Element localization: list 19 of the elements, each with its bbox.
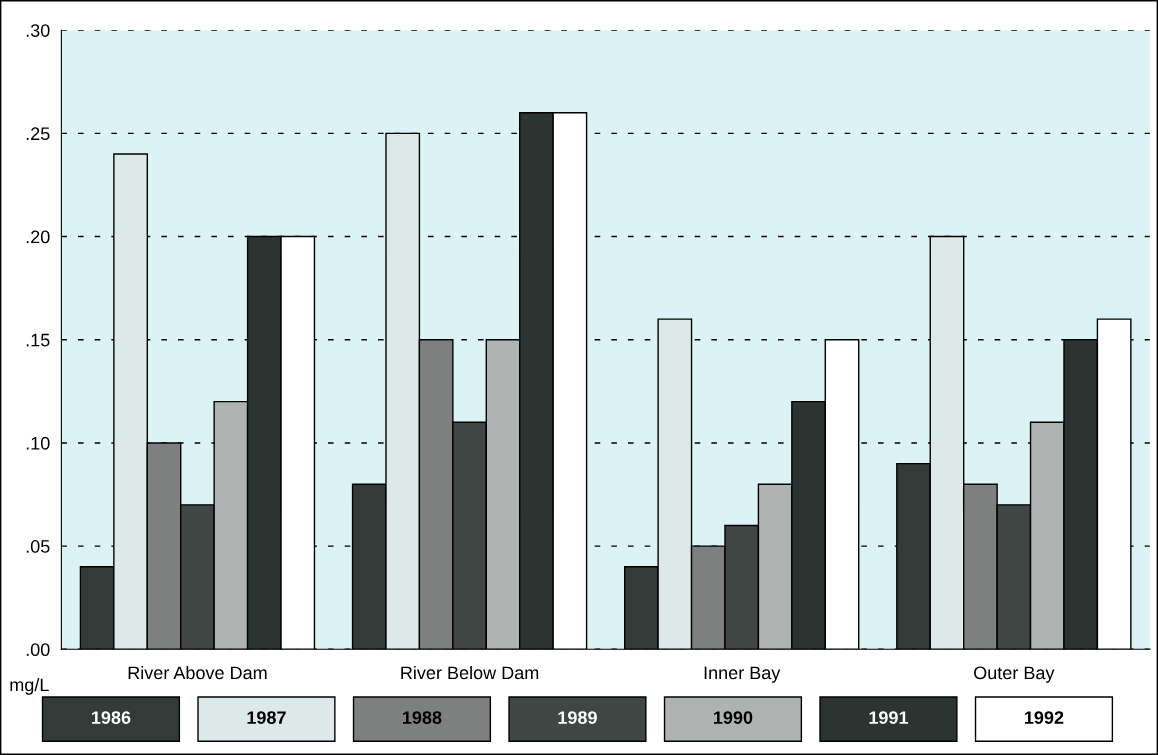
text: 1988	[403, 711, 442, 724]
y-tick-label: .10	[26, 436, 50, 450]
text: 1992	[1025, 711, 1064, 724]
text: 1990	[714, 711, 753, 724]
text: 1987	[247, 711, 286, 724]
text: 1991	[869, 711, 909, 724]
y-tick-label: .05	[26, 540, 50, 553]
y-tick-label: .00	[26, 643, 50, 657]
x-tick-label: Outer Bay	[974, 666, 1055, 683]
y-tick-label: .20	[26, 230, 50, 244]
y-tick-label: .25	[26, 127, 50, 141]
y-tick-label: .30	[26, 24, 50, 37]
x-tick-label: River Below Dam	[401, 665, 539, 680]
x-tick-label: River Above Dam	[128, 665, 267, 680]
x-tick-label: Inner Bay	[704, 666, 781, 683]
y-axis-title: mg/L	[10, 677, 49, 695]
y-tick-label: .15	[26, 333, 50, 347]
text: 1989	[558, 711, 597, 724]
text: 1986	[91, 711, 131, 724]
